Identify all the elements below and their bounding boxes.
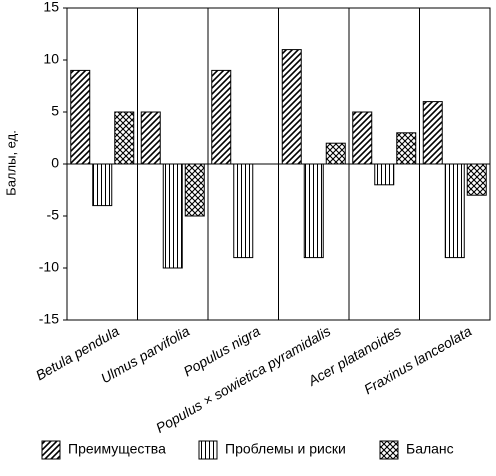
bar-cross-diagonal-hatch <box>114 111 135 165</box>
bar-vertical-lines <box>233 163 254 259</box>
bar-diagonal-hatch <box>140 111 161 165</box>
bar-diagonal-hatch <box>211 69 232 165</box>
bar-vertical-lines <box>444 163 465 259</box>
legend-label: Проблемы и риски <box>225 441 346 457</box>
bar-diagonal-hatch <box>281 49 302 165</box>
y-axis-label: Баллы, ед. <box>3 130 18 196</box>
legend-swatch-cross-diagonal-hatch <box>379 440 399 460</box>
legend: Преимущества Проблемы и риски Баланс <box>41 440 454 460</box>
bar-cross-diagonal-hatch <box>184 163 205 217</box>
bar-vertical-lines <box>303 163 324 259</box>
y-tick-label: 5 <box>51 103 59 119</box>
bar-cross-diagonal-hatch <box>396 132 417 165</box>
legend-label: Преимущества <box>68 441 166 457</box>
legend-label: Баланс <box>406 441 454 457</box>
bar-vertical-lines <box>374 163 395 186</box>
y-tick-label: -15 <box>39 311 59 327</box>
legend-swatch-vertical-lines <box>198 440 218 460</box>
y-tick-label: 0 <box>51 155 59 171</box>
bar-diagonal-hatch <box>352 111 373 165</box>
bar-cross-diagonal-hatch <box>466 163 487 196</box>
bar-cross-diagonal-hatch <box>325 142 346 165</box>
y-tick-label: 10 <box>43 51 59 67</box>
bar-vertical-lines <box>162 163 183 269</box>
bar-vertical-lines <box>92 163 113 207</box>
y-tick-label: 15 <box>43 0 59 15</box>
bar-diagonal-hatch <box>422 101 443 165</box>
legend-swatch-diagonal-hatch <box>41 440 61 460</box>
y-tick-label: -5 <box>47 207 60 223</box>
bar-diagonal-hatch <box>70 69 91 165</box>
y-tick-label: -10 <box>39 259 59 275</box>
